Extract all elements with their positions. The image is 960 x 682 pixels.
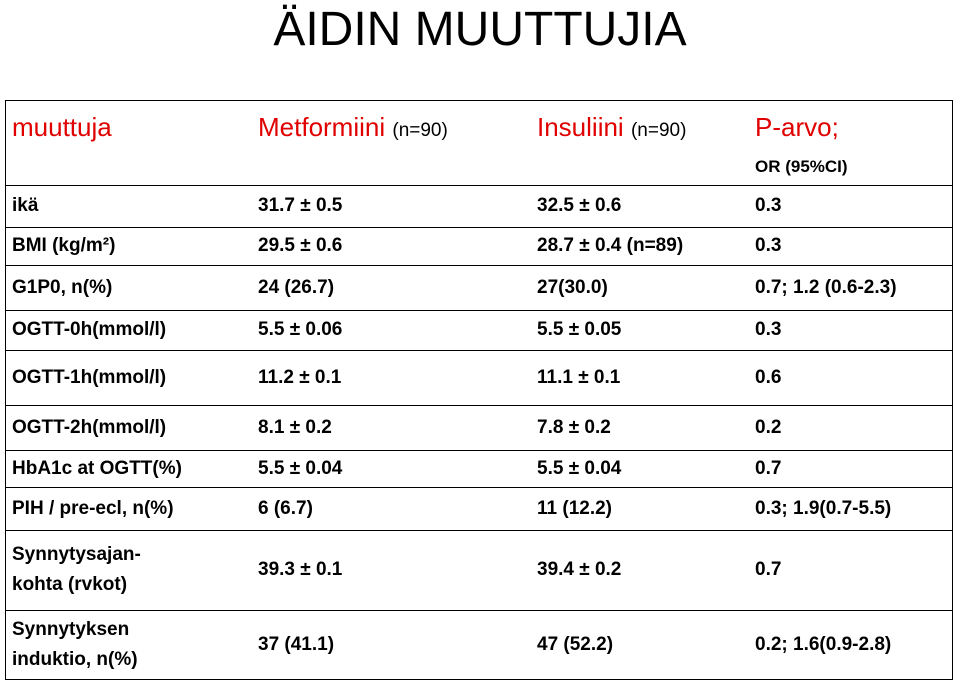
header-cell: muuttuja — [12, 112, 112, 143]
table-cell: 0.3 — [755, 195, 782, 216]
row-rule — [5, 185, 953, 186]
table-cell: Synnytyksen induktio, n(%) — [12, 619, 138, 670]
row-rule — [5, 610, 953, 611]
row-rule — [5, 405, 953, 406]
table-cell: 5.5 ± 0.04 — [537, 457, 622, 479]
table-cell: 0.2; 1.6(0.9-2.8) — [755, 634, 892, 655]
row-rule — [5, 450, 953, 451]
row-rule — [5, 487, 953, 488]
table-cell: 0.6 — [755, 366, 782, 388]
table-cell: 39.4 ± 0.2 — [537, 559, 622, 580]
row-rule — [5, 227, 953, 228]
table-cell: 31.7 ± 0.5 — [258, 195, 343, 216]
table-cell: Synnytysajan- kohta (rvkot) — [12, 544, 141, 595]
table-cell: 37 (41.1) — [258, 634, 335, 655]
header-text: Metformiini — [258, 112, 386, 142]
table-cell: G1P0, n(%) — [12, 276, 113, 298]
table-cell: BMI (kg/m²) — [12, 235, 116, 256]
table-cell: HbA1c at OGTT(%) — [12, 457, 182, 479]
table-cell: 7.8 ± 0.2 — [537, 416, 611, 438]
table-cell: 0.7 — [755, 559, 782, 580]
table-cell: 5.5 ± 0.04 — [258, 457, 343, 479]
header-sub: OR (95%CI) — [755, 157, 848, 176]
header-cell: Insuliini (n=90) — [537, 112, 686, 143]
table-cell: 28.7 ± 0.4 (n=89) — [537, 235, 684, 256]
row-rule — [5, 350, 953, 351]
table-cell: OGTT-0h(mmol/l) — [12, 319, 167, 340]
row-rule — [5, 530, 953, 531]
header-text: Insuliini — [537, 112, 624, 142]
table-cell: PIH / pre-ecl, n(%) — [12, 497, 174, 519]
header-cell: Metformiini (n=90) — [258, 112, 448, 143]
table-cell: 8.1 ± 0.2 — [258, 416, 332, 438]
table-cell: 11.2 ± 0.1 — [258, 366, 342, 388]
table-cell: OGTT-2h(mmol/l) — [12, 416, 167, 438]
header-note: (n=90) — [630, 120, 687, 141]
table-cell: 11 (12.2) — [537, 497, 612, 519]
table-cell: 27(30.0) — [537, 276, 608, 298]
table-cell: 0.3; 1.9(0.7-5.5) — [755, 497, 892, 519]
table-cell: 6 (6.7) — [258, 497, 313, 519]
table-frame — [5, 100, 953, 680]
table-cell: 0.7 — [755, 457, 782, 479]
table-cell: 29.5 ± 0.6 — [258, 235, 343, 256]
header-text: P-arvo; — [755, 112, 839, 142]
table-cell: 5.5 ± 0.05 — [537, 319, 622, 340]
table-cell: 39.3 ± 0.1 — [258, 559, 343, 580]
table-cell: 0.3 — [755, 319, 782, 340]
header-cell: P-arvo; — [755, 112, 839, 143]
table-cell: 5.5 ± 0.06 — [258, 319, 343, 340]
row-rule — [5, 310, 953, 311]
table-cell: 24 (26.7) — [258, 276, 335, 298]
row-rule — [5, 265, 953, 266]
header-text: muuttuja — [12, 112, 112, 142]
table-cell: 0.3 — [755, 235, 782, 256]
header-note: (n=90) — [392, 120, 448, 141]
slide-title: ÄIDIN MUUTTUJIA — [273, 3, 687, 56]
table-cell: 47 (52.2) — [537, 634, 614, 655]
table-cell: 0.7; 1.2 (0.6-2.3) — [755, 276, 897, 298]
table-cell: 32.5 ± 0.6 — [537, 195, 622, 216]
table-cell: 0.2 — [755, 416, 782, 438]
table-cell: 11.1 ± 0.1 — [537, 366, 621, 388]
table-cell: ikä — [12, 195, 39, 216]
table-cell: OGTT-1h(mmol/l) — [12, 366, 167, 388]
